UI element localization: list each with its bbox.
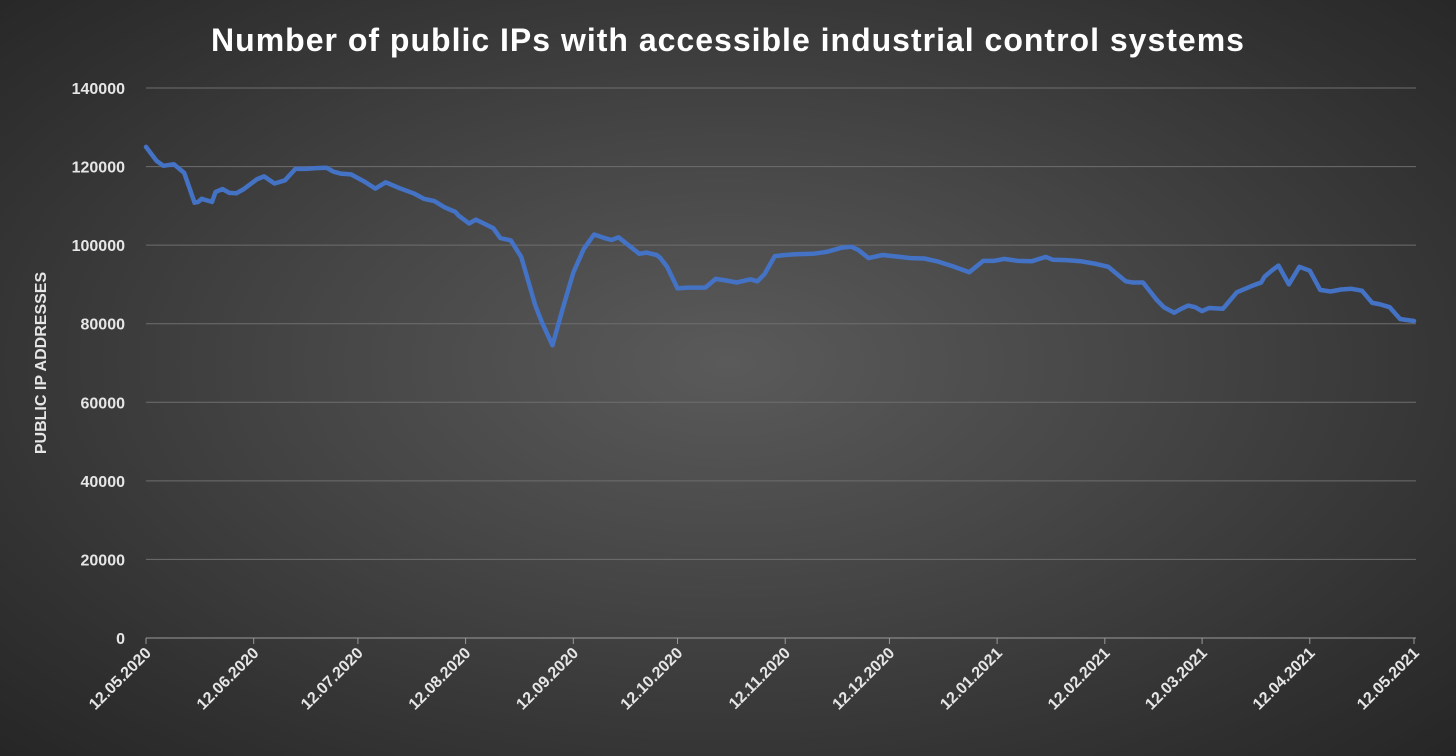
x-tick-label: 12.10.2020 — [618, 645, 687, 714]
y-tick-label: 120000 — [72, 160, 125, 177]
x-tick-label: 12.01.2021 — [937, 645, 1006, 714]
x-tick-label: 12.12.2020 — [830, 645, 899, 714]
chart-title: Number of public IPs with accessible ind… — [211, 22, 1245, 58]
y-tick-label: 140000 — [72, 81, 125, 98]
x-tick-label: 12.05.2021 — [1354, 645, 1423, 714]
y-tick-label: 60000 — [81, 395, 126, 412]
y-tick-label: 40000 — [81, 474, 126, 491]
x-tick-label: 12.04.2021 — [1250, 645, 1319, 714]
gridlines — [146, 87, 1416, 560]
x-tick-label: 12.05.2020 — [86, 645, 155, 714]
x-tick-label: 12.08.2020 — [406, 645, 475, 714]
x-tick-label: 12.03.2021 — [1142, 645, 1211, 714]
y-tick-label: 0 — [116, 631, 125, 648]
x-tick-label: 12.11.2020 — [726, 645, 794, 713]
series-layer — [143, 144, 1417, 348]
x-tick-label: 12.06.2020 — [194, 645, 263, 714]
x-tick-label: 12.09.2020 — [513, 645, 582, 714]
y-axis-label: PUBLIC IP ADDRESSES — [33, 272, 50, 455]
x-tick-label: 12.02.2021 — [1045, 645, 1114, 714]
series-line-0 — [143, 144, 1417, 348]
x-axis-ticks: 12.05.2020 12.06.2020 12.07.2020 12.08.2020… — [86, 638, 1423, 713]
x-tick-label: 12.07.2020 — [298, 645, 367, 714]
y-tick-label: 80000 — [81, 317, 126, 334]
y-axis-ticks: 0 20000 40000 60000 80000 100000 120000 140000 — [72, 81, 125, 648]
y-tick-label: 20000 — [81, 552, 126, 569]
y-tick-label: 100000 — [72, 238, 125, 255]
